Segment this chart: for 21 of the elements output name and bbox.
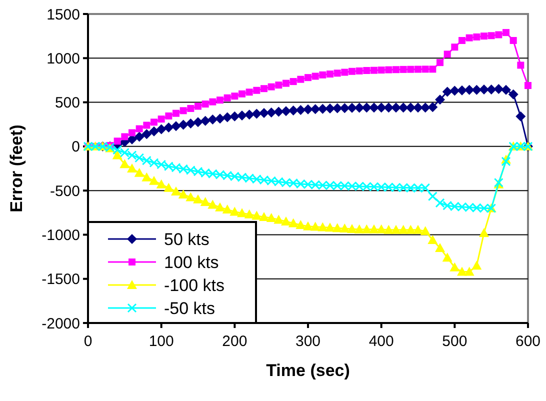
y-tick-label: -1500 [42, 271, 80, 288]
y-tick-label: -500 [50, 182, 80, 200]
legend-label: 50 kts [164, 230, 210, 249]
y-tick-label: 1000 [46, 50, 80, 68]
y-tick-label: -2000 [42, 315, 80, 332]
x-tick-label: 100 [148, 333, 174, 350]
y-axis-title: Error (feet) [7, 124, 26, 212]
x-tick-label: 200 [222, 333, 248, 350]
x-tick-label: 0 [84, 333, 92, 350]
legend-label: -50 kts [164, 298, 216, 318]
y-tick-label: 0 [72, 138, 80, 156]
y-tick-label: 1500 [46, 6, 80, 24]
x-tick-label: 300 [295, 333, 321, 350]
legend-label: -100 kts [164, 276, 224, 295]
x-tick-label: 400 [368, 333, 394, 350]
y-tick-label: -1000 [42, 226, 80, 244]
x-axis-title: Time (sec) [266, 361, 350, 380]
legend-label: 100 kts [164, 252, 219, 272]
x-tick-label: 500 [442, 333, 468, 350]
x-tick-label: 600 [515, 333, 541, 350]
y-tick-label: 500 [54, 94, 80, 112]
